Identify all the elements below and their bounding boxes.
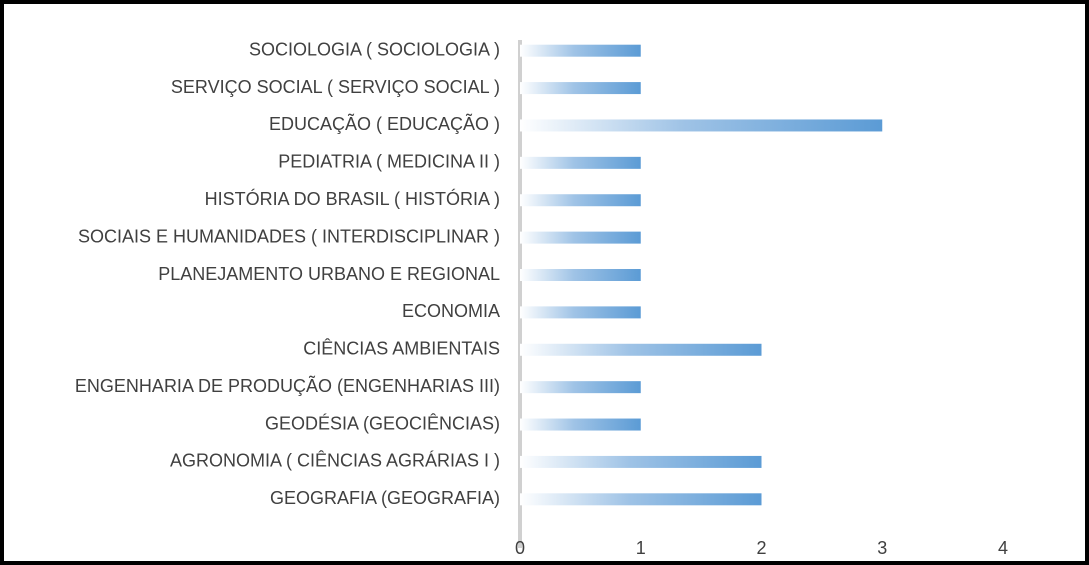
y-tick-label: AGRONOMIA ( CIÊNCIAS AGRÁRIAS I ) (170, 451, 500, 471)
bar (520, 493, 762, 506)
bar (520, 306, 641, 319)
y-tick-label: SERVIÇO SOCIAL ( SERVIÇO SOCIAL ) (171, 77, 500, 97)
x-tick-label: 0 (515, 538, 525, 558)
y-tick-label: PLANEJAMENTO URBANO E REGIONAL (158, 264, 500, 284)
bar (520, 343, 762, 356)
bar (520, 455, 762, 468)
y-tick-label: GEODÉSIA (GEOCIÊNCIAS) (265, 413, 500, 433)
bar (520, 194, 641, 207)
bar (520, 418, 641, 431)
x-tick-label: 3 (877, 538, 887, 558)
bar (520, 44, 641, 57)
y-tick-label: SOCIOLOGIA ( SOCIOLOGIA ) (249, 39, 500, 59)
x-tick-label: 4 (998, 538, 1008, 558)
y-tick-label: CIÊNCIAS AMBIENTAIS (303, 339, 500, 359)
bar (520, 156, 641, 169)
x-tick-label: 1 (636, 538, 646, 558)
x-tick-label: 2 (756, 538, 766, 558)
bar (520, 381, 641, 394)
bar (520, 231, 641, 244)
y-tick-label: HISTÓRIA DO BRASIL ( HISTÓRIA ) (205, 188, 500, 209)
bar (520, 269, 641, 281)
bar (520, 119, 883, 132)
bar (520, 82, 641, 95)
y-tick-label: ECONOMIA (402, 301, 500, 321)
y-tick-label: PEDIATRIA ( MEDICINA II ) (278, 152, 500, 172)
y-tick-label: GEOGRAFIA (GEOGRAFIA) (270, 488, 500, 508)
y-tick-label: EDUCAÇÃO ( EDUCAÇÃO ) (269, 113, 500, 134)
y-tick-label: ENGENHARIA DE PRODUÇÃO (ENGENHARIAS III) (75, 375, 500, 396)
y-tick-label: SOCIAIS E HUMANIDADES ( INTERDISCIPLINAR… (78, 226, 500, 246)
